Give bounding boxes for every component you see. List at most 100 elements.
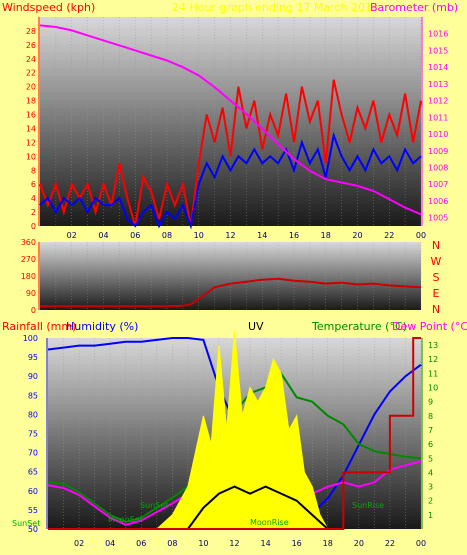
barometer-tick-label: 1013 (428, 80, 448, 89)
temperature-tick-label: 5 (428, 454, 433, 463)
hour-tick-label: 02 (67, 231, 77, 240)
barometer-tick-label: 1011 (428, 113, 448, 122)
humidity-tick-label: 95 (28, 353, 38, 362)
hour-tick-label: 14 (260, 539, 270, 548)
windspeed-tick-label: 6 (31, 180, 36, 189)
windspeed-tick-label: 22 (26, 69, 36, 78)
direction-panel-axes: 0 90 180 270 360 (21, 238, 40, 315)
series-gust-avg (39, 131, 422, 230)
windspeed-tick-label: 0 (31, 222, 36, 231)
hour-tick-label: 02 (74, 539, 84, 548)
hour-tick-label: 14 (257, 231, 267, 240)
astro-annotation: MoonRise (250, 518, 289, 527)
temperature-axis-label: Temperature (°C) (311, 320, 407, 333)
astro-annotation: SunSet (140, 501, 168, 510)
windspeed-tick-label: 24 (26, 55, 36, 64)
temperature-tick-label: 10 (428, 384, 438, 393)
direction-panel-grid (55, 242, 422, 310)
windspeed-tick-label: 12 (26, 138, 36, 147)
barometer-tick-label: 1006 (428, 197, 448, 206)
hour-tick-label: 20 (354, 539, 364, 548)
temp-panel-annotations: SunSet SunRise MoonSet MoonRise SunSet (12, 501, 384, 528)
series-barometer (39, 24, 422, 216)
barometer-tick-label: 1005 (428, 214, 448, 223)
windspeed-tick-label: 26 (26, 41, 36, 50)
humidity-tick-label: 80 (28, 410, 38, 419)
windspeed-axis-label: Windspeed (kph) (2, 1, 95, 14)
compass-label: N (432, 239, 440, 252)
temp-panel-axes: 5055606570758085909510012345678910111213… (23, 334, 438, 548)
hour-tick-label: 04 (98, 231, 108, 240)
windspeed-tick-label: 28 (26, 27, 36, 36)
temperature-tick-label: 7 (428, 426, 433, 435)
compass-label: E (433, 287, 440, 300)
humidity-tick-label: 75 (28, 430, 38, 439)
barometer-tick-label: 1015 (428, 46, 448, 55)
compass-label: W (431, 255, 442, 268)
windspeed-tick-label: 18 (26, 97, 36, 106)
hour-tick-label: 22 (385, 539, 395, 548)
barometer-axis-label: Barometer (mb) (370, 1, 458, 14)
compass-label: N (432, 303, 440, 316)
humidity-axis-label: Humidity (%) (66, 320, 138, 333)
humidity-tick-label: 60 (28, 487, 38, 496)
windspeed-tick-label: 20 (26, 83, 36, 92)
uv-axis-label: UV (248, 320, 264, 333)
hour-tick-label: 00 (416, 539, 426, 548)
rainfall-axis-label: Rainfall (mm) (2, 320, 76, 333)
hour-tick-label: 22 (384, 231, 394, 240)
hour-tick-label: 00 (416, 231, 426, 240)
hour-tick-label: 08 (167, 539, 177, 548)
hour-tick-label: 08 (162, 231, 172, 240)
windspeed-tick-label: 2 (31, 208, 36, 217)
temperature-tick-label: 4 (428, 468, 433, 477)
hour-tick-label: 06 (130, 231, 140, 240)
humidity-tick-label: 85 (28, 391, 38, 400)
temperature-tick-label: 8 (428, 412, 433, 421)
windspeed-tick-label: 10 (26, 152, 36, 161)
series-uv-area (155, 330, 329, 530)
barometer-tick-label: 1007 (428, 180, 448, 189)
temperature-tick-label: 11 (428, 369, 438, 378)
humidity-tick-label: 65 (28, 468, 38, 477)
windspeed-tick-label: 4 (31, 194, 36, 203)
hour-tick-label: 20 (352, 231, 362, 240)
temp-panel-series (47, 330, 422, 530)
astro-annotation: SunSet (12, 519, 40, 528)
series-rainfall (48, 337, 421, 530)
barometer-tick-label: 1010 (428, 130, 448, 139)
barometer-tick-label: 1012 (428, 97, 448, 106)
humidity-tick-label: 50 (28, 525, 38, 534)
windspeed-tick-label: 14 (26, 124, 36, 133)
temperature-tick-label: 9 (428, 398, 433, 407)
humidity-tick-label: 55 (28, 506, 38, 515)
barometer-tick-label: 1014 (428, 63, 448, 72)
series-solar (187, 485, 329, 530)
windspeed-tick-label: 8 (31, 166, 36, 175)
temperature-tick-label: 6 (428, 440, 433, 449)
wind-panel-axes: 0246810121416182022242628100510061007100… (26, 17, 448, 240)
dewpoint-axis-label: Dew Point (°C) (392, 320, 467, 333)
windspeed-tick-label: 16 (26, 111, 36, 120)
barometer-tick-label: 1016 (428, 30, 448, 39)
temperature-tick-label: 1 (428, 511, 433, 520)
hour-tick-label: 18 (323, 539, 333, 548)
direction-tick-label: 270 (21, 255, 36, 264)
direction-tick-label: 90 (26, 289, 36, 298)
temperature-tick-label: 3 (428, 483, 433, 492)
hour-tick-label: 12 (229, 539, 239, 548)
hour-tick-label: 16 (289, 231, 299, 240)
humidity-tick-label: 90 (28, 372, 38, 381)
hour-tick-label: 16 (292, 539, 302, 548)
humidity-tick-label: 100 (23, 334, 38, 343)
temperature-tick-label: 2 (428, 497, 433, 506)
humidity-tick-label: 70 (28, 449, 38, 458)
barometer-tick-label: 1008 (428, 163, 448, 172)
astro-annotation: MoonSet (108, 515, 143, 524)
temperature-tick-label: 13 (428, 341, 438, 350)
hour-tick-label: 04 (105, 539, 115, 548)
barometer-tick-label: 1009 (428, 147, 448, 156)
